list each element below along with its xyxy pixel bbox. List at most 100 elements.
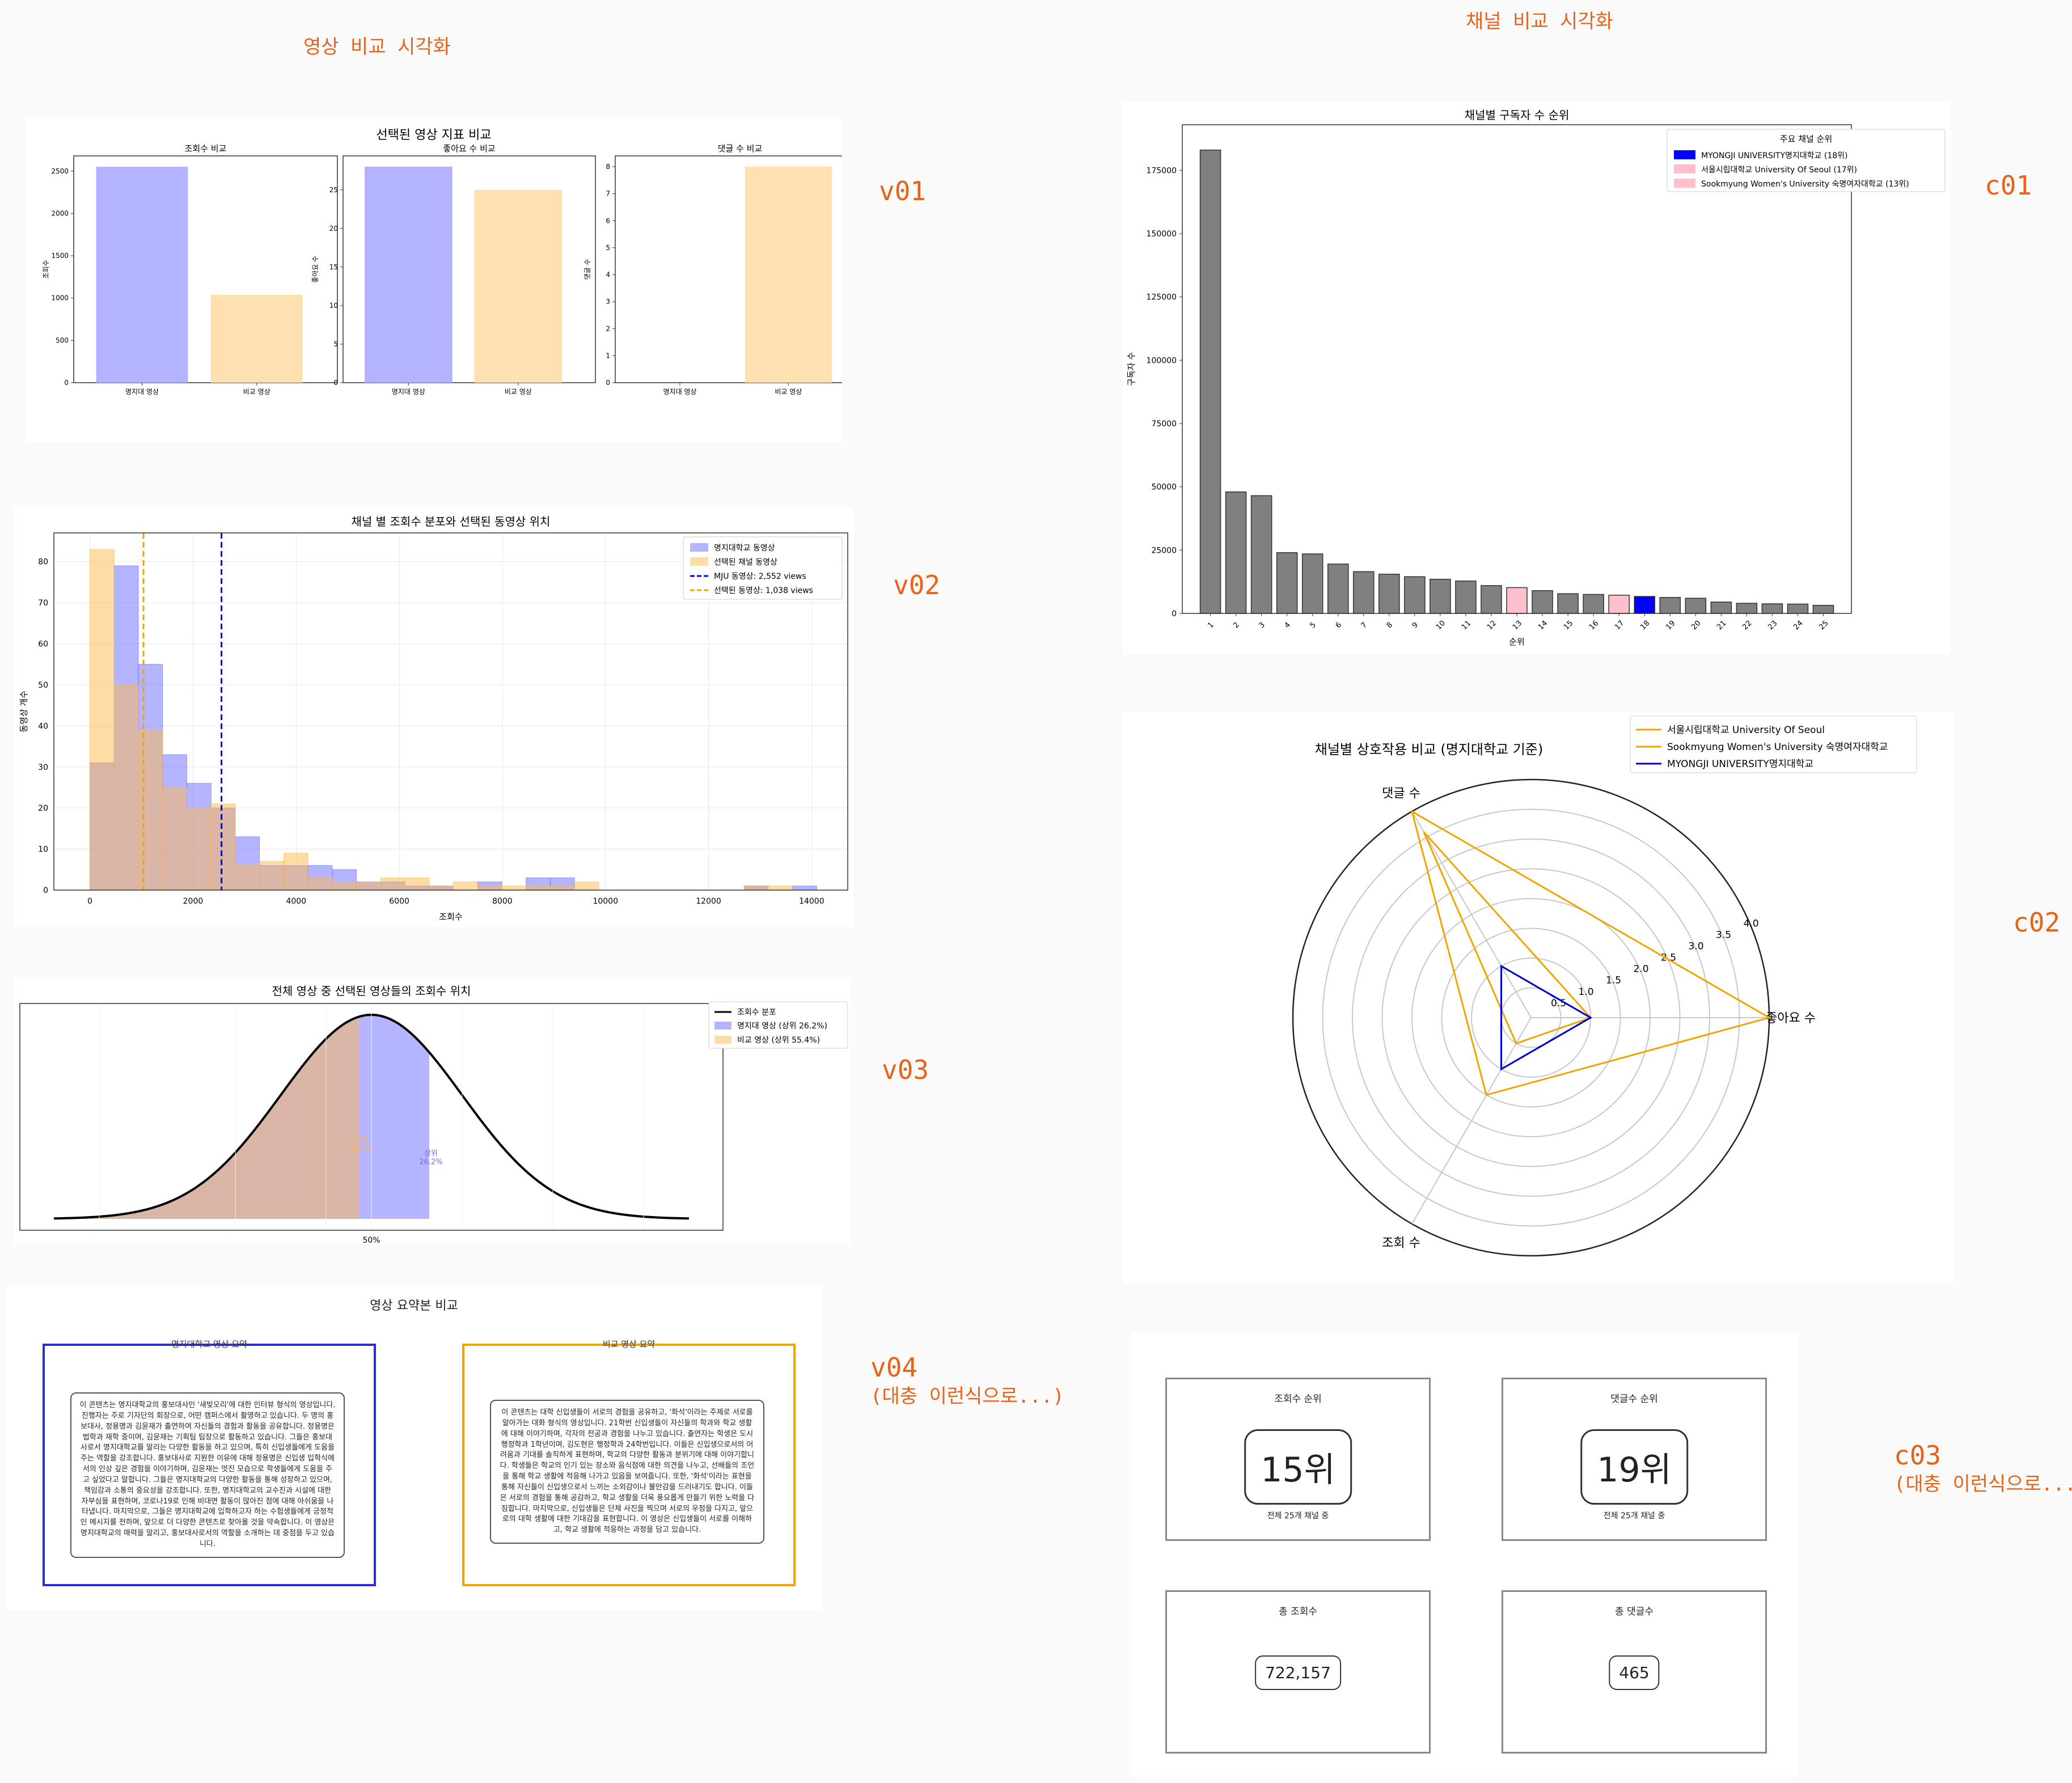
spoke — [1411, 811, 1532, 1018]
chart-v02: 채널 별 조회수 분포와 선택된 동영상 위치 0 10 20 30 40 50 60 70 80… — [19, 515, 848, 922]
x-tick-label: 24 — [1792, 619, 1804, 632]
hist-bar — [113, 684, 139, 891]
x-tick-label: 2 — [1232, 621, 1241, 630]
x-tick-label: 명지대 영상 — [125, 388, 159, 396]
card-value: 465 — [1609, 1655, 1660, 1690]
x-tick-label: 15 — [1562, 619, 1575, 632]
bar-rank-19 — [1659, 597, 1681, 614]
hist-bar — [743, 886, 769, 891]
tag-c03: c03 — [1894, 1440, 1942, 1471]
hist-bar — [453, 882, 478, 891]
x-tick-label: 25 — [1817, 619, 1830, 632]
radar-series-2 — [1423, 831, 1592, 1045]
summary-right-box: 비교 영상 요약 이 콘텐츠는 대학 신입생들이 서로의 경험을 공유하고, '… — [462, 1339, 796, 1586]
y-tick-label: 2000 — [51, 209, 69, 217]
x-tick-label: 명지대 영상 — [392, 388, 425, 396]
hist-bar — [162, 787, 188, 891]
hist-bar — [574, 882, 599, 891]
legend-label: MJU 동영상: 2,552 views — [714, 572, 806, 581]
bar-rank-3 — [1250, 495, 1272, 614]
y-tick-label: 1 — [606, 351, 610, 359]
tag-c02: c02 — [2013, 907, 2061, 938]
y-tick-label: 0 — [1172, 609, 1177, 619]
y-tick-label: 0 — [333, 379, 338, 387]
y-tick-label: 80 — [38, 558, 48, 567]
hist-bar — [259, 861, 284, 891]
card-title: 총 댓글수 — [1615, 1606, 1654, 1617]
bar-rank-5 — [1301, 553, 1323, 614]
y-tick-label: 100000 — [1147, 356, 1177, 365]
card-comment-rank: 댓글수 순위 19위 전체 25개 채널 중 — [1502, 1378, 1767, 1541]
bar-rank-16 — [1583, 594, 1604, 614]
chart-title: 채널 별 조회수 분포와 선택된 동영상 위치 — [352, 515, 551, 528]
chart-c02-panel: 채널별 상호작용 비교 (명지대학교 기준) 좋아요 수 댓글 수 조회 수 0.5 1.… — [1123, 711, 1953, 1284]
bar-1 — [364, 167, 453, 383]
x-tick-label: 4000 — [286, 897, 306, 906]
legend-frame — [708, 1001, 848, 1049]
summary-right-title: 비교 영상 요약 — [602, 1339, 656, 1349]
x-tick-label: 비교 영상 — [775, 388, 802, 396]
legend-label: 명지대학교 동영상 — [714, 544, 775, 553]
x-tick-label: 12 — [1486, 619, 1498, 632]
x-tick-label: 18 — [1639, 619, 1651, 632]
tag-v01: v01 — [879, 176, 927, 206]
hist-bar — [549, 886, 575, 891]
bar-rank-9 — [1404, 576, 1426, 614]
bar-2 — [210, 295, 303, 383]
bar-rank-21 — [1710, 602, 1732, 614]
y-tick-label: 5 — [606, 244, 610, 252]
tag-c03-note: (대충 이런식으로...) — [1894, 1473, 2072, 1496]
y-tick-label: 2 — [606, 325, 610, 333]
hist-bar — [380, 877, 405, 891]
r-tick-label: 4.0 — [1744, 918, 1759, 929]
y-tick-label: 3 — [606, 298, 610, 306]
y-tick-label: 25 — [329, 186, 338, 194]
hist-bar — [404, 877, 430, 891]
video-section-header: 영상 비교 시각화 — [303, 36, 451, 58]
x-tick-label: 14 — [1537, 619, 1549, 632]
bar-rank-20 — [1685, 598, 1707, 614]
legend-label: 명지대 영상 (상위 26.2%) — [737, 1022, 827, 1031]
bar-rank-13 — [1506, 587, 1528, 614]
summary-left-title: 명지대학교 영상 요약 — [171, 1339, 247, 1349]
x-tick-label: 8000 — [492, 897, 513, 906]
y-tick-label: 20 — [38, 804, 48, 813]
bar-1 — [96, 167, 188, 383]
x-tick-label: 명지대 영상 — [663, 388, 697, 396]
tag-v02: v02 — [893, 570, 941, 600]
plot-frame — [19, 1003, 724, 1231]
x-tick-label: 13 — [1511, 619, 1524, 632]
y-axis-label: 좋아요 수 — [311, 256, 319, 283]
bar-2 — [474, 189, 563, 383]
chart-c01-panel: 채널별 구독자 수 순위 0 25000 50000 75000 100000 125000… — [1123, 102, 1951, 655]
x-tick-label: 22 — [1741, 619, 1753, 632]
x-axis-label: 순위 — [1509, 637, 1525, 647]
legend-label: 선택된 채널 동영상 — [714, 558, 777, 567]
legend-label: MYONGJI UNIVERSITY명지대학교 (18위) — [1701, 151, 1848, 160]
x-tick-label: 20 — [1690, 619, 1702, 632]
tag-v03: v03 — [882, 1054, 929, 1085]
legend-title: 주요 채널 순위 — [1780, 134, 1832, 144]
legend: 주요 채널 순위 MYONGJI UNIVERSITY명지대학교 (18위) 서울시… — [1667, 129, 1946, 192]
bar-rank-6 — [1327, 564, 1349, 614]
x-tick-label: 6000 — [389, 897, 409, 906]
legend-label: Sookmyung Women's University 숙명여자대학교 — [1667, 742, 1888, 753]
y-axis-label: 조회수 — [42, 260, 50, 278]
hist-bar — [501, 886, 527, 891]
card-title: 조회수 순위 — [1274, 1394, 1322, 1405]
x-tick-label: 6 — [1334, 621, 1343, 630]
legend-frame — [683, 536, 843, 600]
axis-label: 댓글 수 — [1382, 786, 1420, 801]
plot-frame — [53, 532, 848, 891]
x-tick-label: 19 — [1664, 619, 1677, 632]
y-tick-label: 0 — [64, 379, 69, 387]
y-tick-label: 7 — [606, 190, 610, 198]
x-axis-label: 조회수 — [439, 912, 462, 922]
y-tick-label: 50000 — [1151, 483, 1177, 492]
card-total-views: 총 조회수 722,157 — [1165, 1590, 1431, 1754]
y-tick-label: 2500 — [51, 167, 69, 175]
card-title: 댓글수 순위 — [1610, 1394, 1658, 1405]
x-tick-label: 3 — [1257, 621, 1266, 630]
y-tick-label: 150000 — [1147, 230, 1177, 239]
